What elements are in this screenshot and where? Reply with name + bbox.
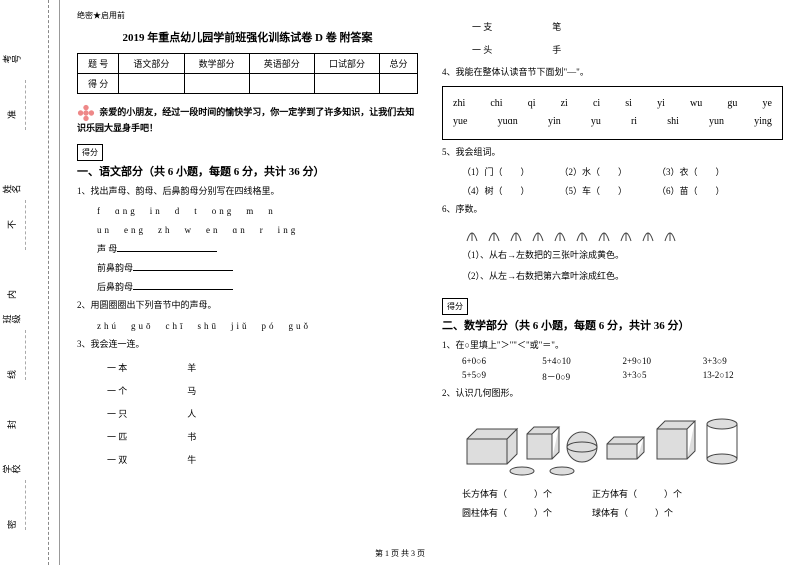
s2q2: 2、认识几何图形。 <box>442 387 783 401</box>
shape-labels: 圆柱体有（ ）个球体有（ ）个 <box>462 506 783 519</box>
flower-icon <box>77 104 95 122</box>
q2-pinyin: zhú guō chī shū jiǔ pó guǒ <box>97 319 418 332</box>
s2q1: 1、在○里填上"＞""＜"或"＝"。 <box>442 339 783 353</box>
left-column: 绝密★启用前 2019 年重点幼儿园学前班强化训练试卷 D 卷 附答案 题 号 … <box>65 10 430 555</box>
q3-row: 一 双牛 <box>107 453 418 466</box>
score-box: 得分 <box>77 144 103 161</box>
th: 英语部分 <box>249 54 314 74</box>
q3-row: 一 匹书 <box>107 430 418 443</box>
q1-blank: 前鼻韵母 <box>97 261 418 274</box>
section2-title: 二、数学部分（共 6 小题，每题 6 分，共计 36 分） <box>442 317 783 333</box>
q1-letters: f ɑng in d t ong m n <box>97 204 418 217</box>
th: 总分 <box>380 54 418 74</box>
td: 得 分 <box>78 74 119 94</box>
score-box: 得分 <box>442 298 468 315</box>
gutter-label: 学校 <box>3 463 21 476</box>
page-footer: 第 1 页 共 3 页 <box>0 548 800 559</box>
q1-letters: un eng zh w en ɑn r ing <box>97 223 418 236</box>
q5-row: （1）门（ ）（2）水（ ）（3）衣（ ） <box>462 165 783 178</box>
q6-sub: （2）、从左→右数把第六章叶涂成红色。 <box>462 270 783 284</box>
gutter-label: 考号 <box>3 53 21 66</box>
th: 语文部分 <box>119 54 184 74</box>
q3-row: 一 支笔 <box>472 20 783 33</box>
math-row: 5+5○98－0○93+3○513-2○12 <box>462 370 783 383</box>
q3-row: 一 只人 <box>107 407 418 420</box>
gutter-label: 线 <box>7 368 16 381</box>
q6-sub: （1）、从右→左数把的三张叶涂成黄色。 <box>462 249 783 263</box>
binding-gutter: 考号 准 姓名 不 内 班级 线 封 学校 密 <box>0 0 60 565</box>
leaf-icons <box>462 223 783 243</box>
shapes-diagram <box>462 409 783 479</box>
q5: 5、我会组词。 <box>442 146 783 160</box>
section1-title: 一、语文部分（共 6 小题，每题 6 分，共计 36 分） <box>77 163 418 179</box>
q3: 3、我会连一连。 <box>77 338 418 352</box>
score-table: 题 号 语文部分 数学部分 英语部分 口试部分 总分 得 分 <box>77 53 418 94</box>
q3-row: 一 本羊 <box>107 361 418 374</box>
gutter-label: 内 <box>7 288 16 301</box>
q3-row: 一 个马 <box>107 384 418 397</box>
q4-box: zhichiqizicisiyiwuguye yueyuɑnyinyurishi… <box>442 86 783 140</box>
gutter-label: 不 <box>7 218 16 231</box>
th: 题 号 <box>78 54 119 74</box>
q4: 4、我能在整体认读音节下面划"—"。 <box>442 66 783 80</box>
confidential-label: 绝密★启用前 <box>77 10 418 21</box>
q5-row: （4）树（ ）（5）车（ ）（6）苗（ ） <box>462 184 783 197</box>
intro-text: 亲爱的小朋友，经过一段时间的愉快学习，你一定学到了许多知识，让我们去知识乐园大显… <box>77 104 418 136</box>
gutter-label: 密 <box>7 518 16 531</box>
q3-row: 一 头手 <box>472 43 783 56</box>
q1: 1、找出声母、韵母、后鼻韵母分别写在四线格里。 <box>77 185 418 199</box>
q2: 2、用圆圈圈出下列音节中的声母。 <box>77 299 418 313</box>
exam-title: 2019 年重点幼儿园学前班强化训练试卷 D 卷 附答案 <box>77 29 418 45</box>
q1-blank: 后鼻韵母 <box>97 280 418 293</box>
gutter-label: 准 <box>7 108 16 121</box>
gutter-label: 封 <box>7 418 16 431</box>
gutter-label: 姓名 <box>3 183 21 196</box>
gutter-label: 班级 <box>3 313 21 326</box>
q1-blank: 声 母 <box>97 242 418 255</box>
right-column: 一 支笔 一 头手 4、我能在整体认读音节下面划"—"。 zhichiqizic… <box>430 10 795 555</box>
th: 数学部分 <box>184 54 249 74</box>
q6: 6、序数。 <box>442 203 783 217</box>
math-row: 6+0○65+4○102+9○103+3○9 <box>462 356 783 366</box>
shape-labels: 长方体有（ ）个正方体有（ ）个 <box>462 487 783 500</box>
th: 口试部分 <box>314 54 379 74</box>
